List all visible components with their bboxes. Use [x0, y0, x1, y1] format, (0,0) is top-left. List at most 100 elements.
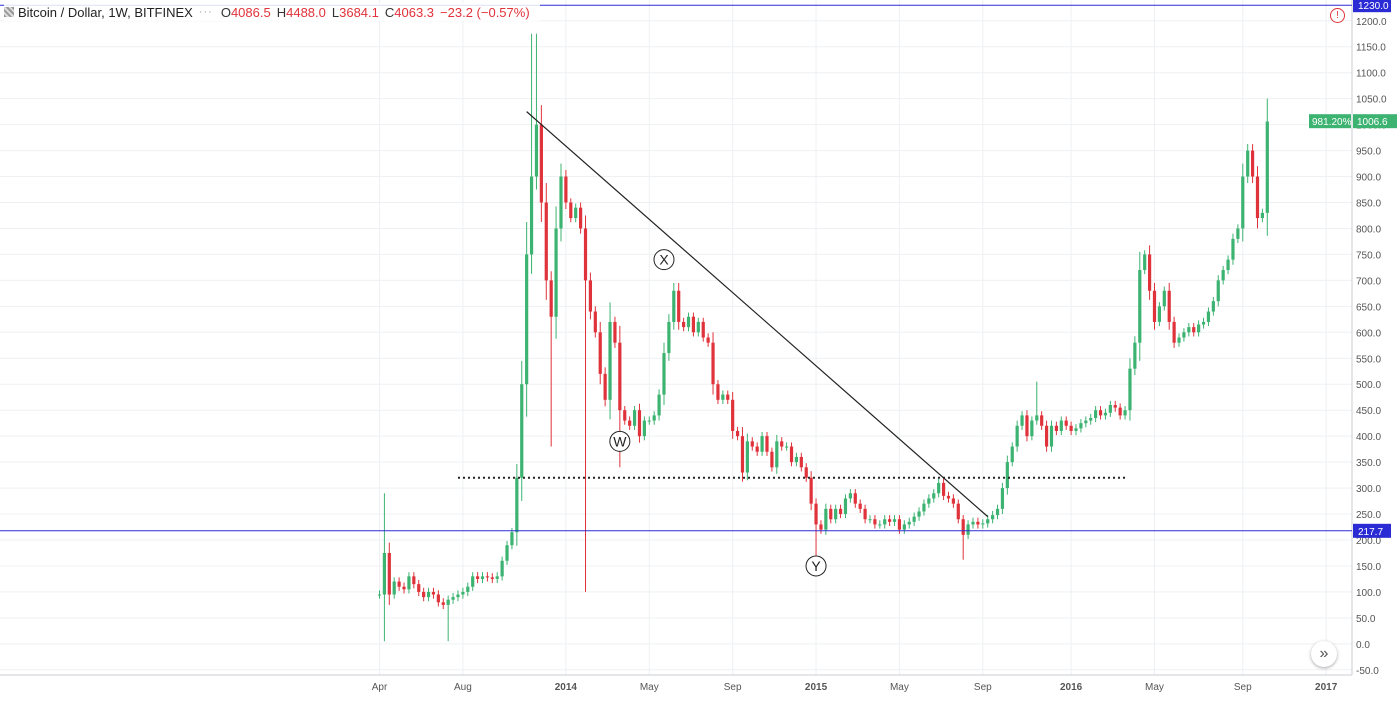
candle-body	[628, 420, 632, 426]
y-tick-label: 200.0	[1356, 536, 1381, 547]
candle-body	[1231, 238, 1235, 260]
x-tick-label: 2015	[805, 682, 828, 693]
candle-body	[829, 508, 833, 520]
candle-body	[735, 430, 740, 437]
y-tick-label: 950.0	[1356, 147, 1381, 158]
candle-body	[1128, 368, 1132, 411]
candle-body	[1167, 290, 1171, 322]
candle-body	[981, 523, 985, 525]
candle-body	[539, 124, 543, 203]
y-tick-label: 450.0	[1356, 406, 1381, 417]
last-price-label: 1006.6	[1357, 117, 1388, 128]
candle-body	[1197, 324, 1201, 333]
candle-body	[701, 321, 705, 338]
candle-body	[716, 384, 720, 400]
candle-body	[1040, 415, 1044, 426]
candle-body	[1157, 306, 1161, 322]
x-tick-label: Sep	[1234, 682, 1252, 693]
candle-body	[863, 508, 867, 520]
more-dots-icon[interactable]: ···	[198, 6, 213, 18]
candle-body	[1020, 415, 1024, 426]
candle-body	[1010, 446, 1014, 463]
candle-body	[1044, 425, 1049, 447]
candle-body	[1241, 176, 1245, 229]
candle-body	[618, 342, 622, 411]
candle-body	[1049, 425, 1054, 447]
candle-body	[603, 373, 607, 400]
candle-body	[1054, 425, 1058, 431]
x-tick-label: Aug	[454, 682, 472, 693]
candle-body	[456, 594, 460, 598]
alert-icon[interactable]: !	[1330, 8, 1345, 23]
candle-body	[672, 290, 676, 322]
candle-body	[740, 436, 745, 473]
candle-body	[598, 332, 602, 374]
candle-body	[564, 176, 568, 203]
candle-body	[466, 586, 470, 592]
candle-body	[623, 410, 627, 421]
candle-body	[382, 552, 387, 595]
candle-body	[814, 503, 818, 525]
candle-body	[534, 124, 539, 177]
candle-body	[750, 441, 754, 447]
symbol-icon	[4, 7, 14, 17]
candle-body	[490, 577, 494, 579]
candle-body	[632, 410, 637, 426]
candle-body	[838, 508, 843, 515]
candle-body	[1138, 270, 1142, 343]
x-tick-label: 2016	[1060, 682, 1083, 693]
candle-body	[686, 316, 691, 328]
horizontal-line-label: 1230.0	[1358, 1, 1389, 12]
candle-body	[1035, 415, 1039, 421]
high-value: 4488.0	[286, 4, 326, 20]
candle-body	[907, 521, 911, 525]
candle-body	[1172, 321, 1176, 343]
candle-body	[883, 519, 887, 525]
low-label: L	[331, 4, 340, 20]
candle-body	[1079, 423, 1083, 429]
candle-body	[1103, 412, 1108, 416]
candle-body	[819, 524, 823, 530]
candle-body	[1177, 337, 1181, 343]
candle-body	[770, 451, 774, 468]
close-value: 4063.3	[394, 4, 435, 20]
y-tick-label: 800.0	[1356, 224, 1381, 235]
candle-body	[794, 456, 799, 463]
candle-body	[932, 493, 936, 499]
y-tick-label: 250.0	[1356, 510, 1381, 521]
y-tick-label: 350.0	[1356, 458, 1381, 469]
candle-body	[1059, 420, 1063, 431]
scroll-to-realtime-button[interactable]: »	[1311, 641, 1337, 667]
symbol-title[interactable]: Bitcoin / Dollar, 1W, BITFINEX	[18, 4, 193, 20]
x-tick-label: 2014	[555, 682, 578, 693]
candle-body	[711, 342, 715, 385]
candle-body	[515, 477, 519, 533]
candle-body	[1089, 417, 1093, 421]
x-tick-label: Sep	[974, 682, 992, 693]
candle-body	[1108, 405, 1112, 413]
candle-body	[1201, 321, 1206, 325]
candle-body	[1152, 290, 1157, 322]
candle-body	[858, 503, 862, 509]
y-tick-label: 550.0	[1356, 354, 1381, 365]
candle-body	[848, 493, 852, 499]
candle-body	[922, 503, 926, 512]
candle-body	[588, 280, 593, 312]
candle-body	[888, 519, 892, 522]
wave-annotation-label: W	[613, 433, 627, 449]
y-tick-label: 900.0	[1356, 173, 1381, 184]
horizontal-line-label: 217.7	[1358, 527, 1383, 538]
candle-body	[392, 581, 396, 595]
candle-body	[834, 508, 838, 520]
y-tick-label: 0.0	[1356, 640, 1370, 651]
candle-body	[441, 602, 445, 605]
x-tick-label: May	[890, 682, 909, 693]
candle-body	[760, 436, 764, 452]
y-tick-label: 500.0	[1356, 380, 1381, 391]
candle-body	[956, 503, 960, 520]
candle-body	[500, 560, 504, 577]
candle-body	[853, 493, 857, 504]
candle-body	[407, 576, 411, 590]
